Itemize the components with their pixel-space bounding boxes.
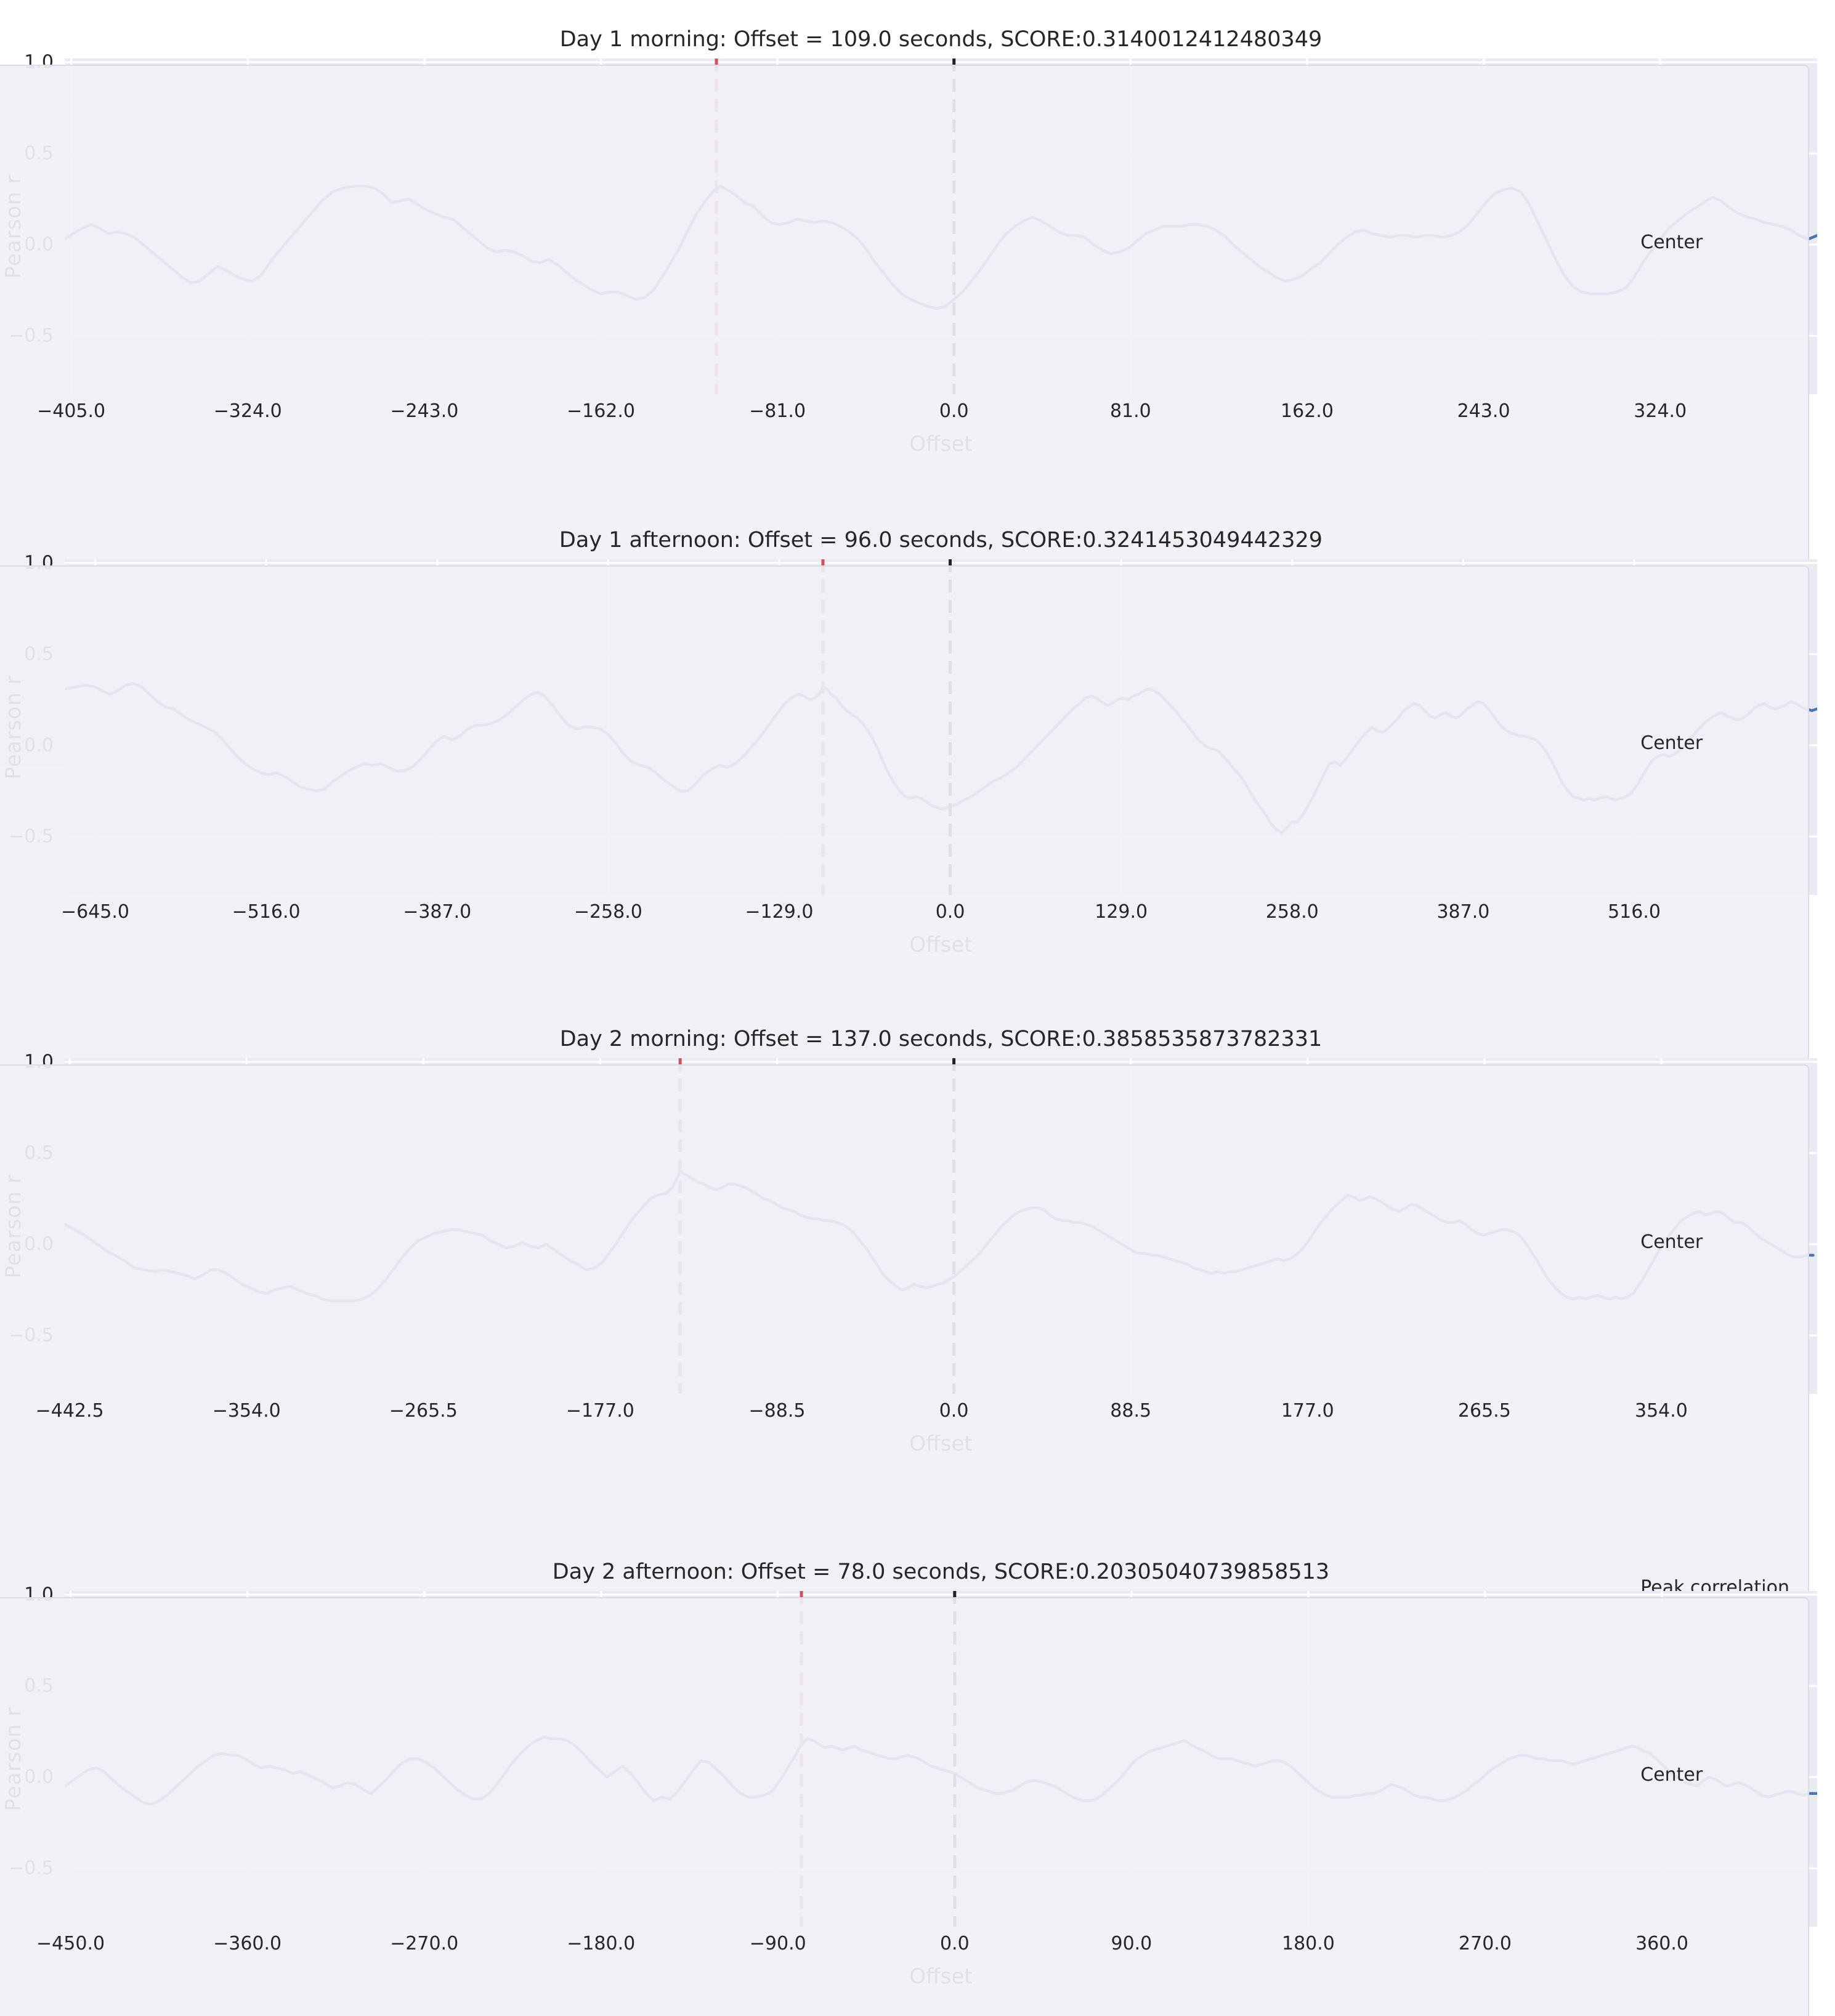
x-tick-label: −243.0 — [390, 400, 459, 422]
chart-day2-afternoon: Day 2 afternoon: Offset = 78.0 seconds, … — [0, 1553, 1835, 2016]
x-tick-label: 162.0 — [1281, 400, 1334, 422]
title-row: Day 2 morning: Offset = 137.0 seconds, S… — [65, 1020, 1817, 1058]
x-tick-label: 516.0 — [1608, 901, 1661, 923]
x-tick-label: −180.0 — [567, 1933, 636, 1954]
x-tick-label: 0.0 — [935, 901, 965, 923]
x-tick-labels: −405.0 −324.0 −243.0 −162.0 −81.0 0.0 81.0 162.… — [37, 394, 1817, 426]
x-tick-label: −88.5 — [748, 1400, 806, 1422]
x-tick-label: −442.5 — [35, 1400, 104, 1422]
x-tick-label: 0.0 — [939, 400, 969, 422]
x-tick-label: −81.0 — [749, 400, 806, 422]
x-tick-label: −354.0 — [212, 1400, 281, 1422]
chart-title: Day 1 morning: Offset = 109.0 seconds, S… — [559, 27, 1323, 52]
title-row: Day 2 afternoon: Offset = 78.0 seconds, … — [65, 1553, 1817, 1591]
x-tick-label: −129.0 — [745, 901, 814, 923]
x-tick-label: −450.0 — [36, 1933, 105, 1954]
x-tick-label: 88.5 — [1110, 1400, 1152, 1422]
x-tick-label: 258.0 — [1265, 901, 1319, 923]
x-tick-label: −324.0 — [213, 400, 282, 422]
legend-item-center: Center — [0, 75, 1789, 410]
x-tick-labels: −442.5 −354.0 −265.5 −177.0 −88.5 0.0 88.5 177.… — [36, 1394, 1817, 1426]
legend-label: Center — [1640, 232, 1703, 253]
x-tick-label: 360.0 — [1635, 1933, 1688, 1954]
x-tick-label: 387.0 — [1436, 901, 1490, 923]
x-tick-label: 354.0 — [1635, 1400, 1688, 1422]
x-tick-label: 0.0 — [939, 1400, 969, 1422]
legend-item-center: Center — [0, 575, 1789, 911]
chart-day1-morning: Day 1 morning: Offset = 109.0 seconds, S… — [0, 20, 1835, 766]
title-row: Day 1 morning: Offset = 109.0 seconds, S… — [65, 20, 1817, 59]
x-tick-label: 81.0 — [1109, 400, 1151, 422]
dashed-line-swatch — [0, 1074, 1623, 1410]
x-tick-label: 243.0 — [1457, 400, 1510, 422]
legend-item-center: Center — [0, 1607, 1789, 1943]
x-tick-label: −270.0 — [390, 1933, 459, 1954]
x-tick-label: −258.0 — [573, 901, 642, 923]
dashed-line-swatch — [0, 1953, 1623, 2016]
x-tick-label: −516.0 — [232, 901, 301, 923]
legend-item-peak-correlation: Peak correlation — [0, 1953, 1789, 2016]
x-tick-label: −360.0 — [213, 1933, 282, 1954]
dashed-line-swatch — [0, 75, 1623, 410]
x-tick-label: −162.0 — [566, 400, 635, 422]
dashed-line-swatch — [0, 575, 1623, 911]
x-tick-label: −405.0 — [37, 400, 106, 422]
legend-label: Center — [1640, 1231, 1703, 1253]
x-tick-labels: −645.0 −516.0 −387.0 −258.0 −129.0 0.0 129.0 25… — [61, 895, 1817, 927]
legend-item-center: Center — [0, 1074, 1789, 1410]
x-tick-label: −177.0 — [565, 1400, 634, 1422]
chart-day1-afternoon: Day 1 afternoon: Offset = 96.0 seconds, … — [0, 521, 1835, 1266]
title-row: Day 1 afternoon: Offset = 96.0 seconds, … — [65, 521, 1817, 559]
x-tick-label: −645.0 — [60, 901, 129, 923]
x-tick-label: 265.5 — [1457, 1400, 1511, 1422]
legend-label: Center — [1640, 732, 1703, 754]
x-tick-label: −387.0 — [403, 901, 472, 923]
x-tick-labels: −450.0 −360.0 −270.0 −180.0 −90.0 0.0 90.0 180.… — [36, 1927, 1817, 1959]
x-tick-label: 324.0 — [1634, 400, 1687, 422]
x-tick-label: −90.0 — [749, 1933, 806, 1954]
x-tick-label: −265.5 — [389, 1400, 458, 1422]
chart-title: Day 1 afternoon: Offset = 96.0 seconds, … — [559, 528, 1323, 553]
x-tick-label: 177.0 — [1281, 1400, 1334, 1422]
legend-label: Center — [1640, 1764, 1703, 1786]
x-tick-label: 129.0 — [1095, 901, 1148, 923]
x-tick-label: 90.0 — [1111, 1933, 1152, 1954]
x-tick-label: 180.0 — [1281, 1933, 1335, 1954]
chart-day2-morning: Day 2 morning: Offset = 137.0 seconds, S… — [0, 1020, 1835, 1765]
plot-area: Center Peak correlation — [0, 1591, 1817, 2016]
correlation-figure: Day 1 morning: Offset = 109.0 seconds, S… — [0, 20, 1835, 2016]
dashed-line-swatch — [0, 1607, 1623, 1943]
legend: Center Peak correlation — [0, 1597, 1809, 2016]
chart-title: Day 2 afternoon: Offset = 78.0 seconds, … — [552, 1560, 1330, 1584]
x-tick-label: 270.0 — [1459, 1933, 1512, 1954]
x-tick-label: 0.0 — [939, 1933, 970, 1954]
chart-title: Day 2 morning: Offset = 137.0 seconds, S… — [559, 1027, 1323, 1051]
